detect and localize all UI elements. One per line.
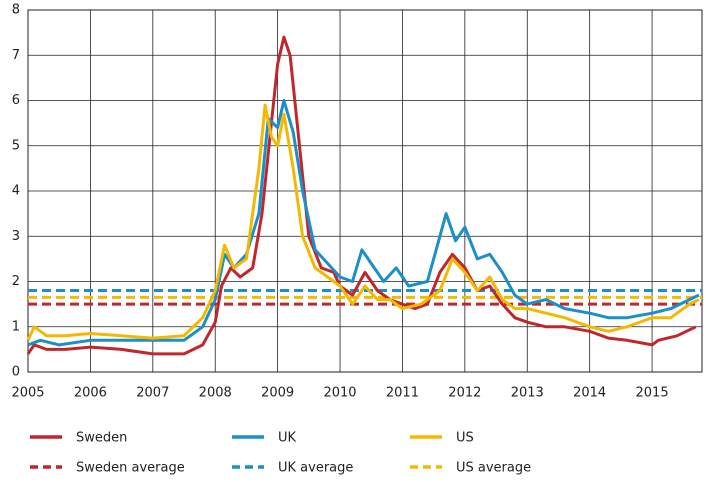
y-tick-label: 5: [12, 138, 20, 153]
x-tick-label: 2006: [74, 386, 107, 401]
legend-label: US: [456, 431, 474, 446]
legend-label: UK: [278, 431, 297, 446]
legend-label: Sweden average: [76, 461, 185, 476]
x-tick-label: 2014: [573, 386, 606, 401]
series-line: [26, 35, 697, 356]
x-tick-label: 2005: [11, 386, 44, 401]
y-tick-label: 6: [12, 93, 20, 108]
plot-border: [27, 9, 703, 373]
y-tick-label: 1: [12, 319, 20, 334]
x-tick-label: 2012: [448, 386, 481, 401]
x-tick-label: 2008: [199, 386, 232, 401]
x-tick-label: 2013: [511, 386, 544, 401]
series-line: [26, 103, 700, 341]
x-tick-label: 2009: [261, 386, 294, 401]
y-tick-label: 0: [12, 365, 20, 380]
x-tick-label: 2010: [323, 386, 356, 401]
y-tick-label: 7: [12, 48, 20, 63]
y-tick-label: 8: [12, 3, 20, 18]
x-tick-label: 2011: [386, 386, 419, 401]
x-tick-label: 2015: [636, 386, 669, 401]
series-line: [27, 99, 700, 347]
y-tick-label: 4: [12, 184, 20, 199]
legend-label: US average: [456, 461, 531, 476]
x-tick-label: 2007: [136, 386, 169, 401]
legend-label: UK average: [278, 461, 353, 476]
legend-label: Sweden: [76, 431, 127, 446]
y-tick-label: 2: [12, 274, 20, 289]
y-tick-label: 3: [12, 229, 20, 244]
